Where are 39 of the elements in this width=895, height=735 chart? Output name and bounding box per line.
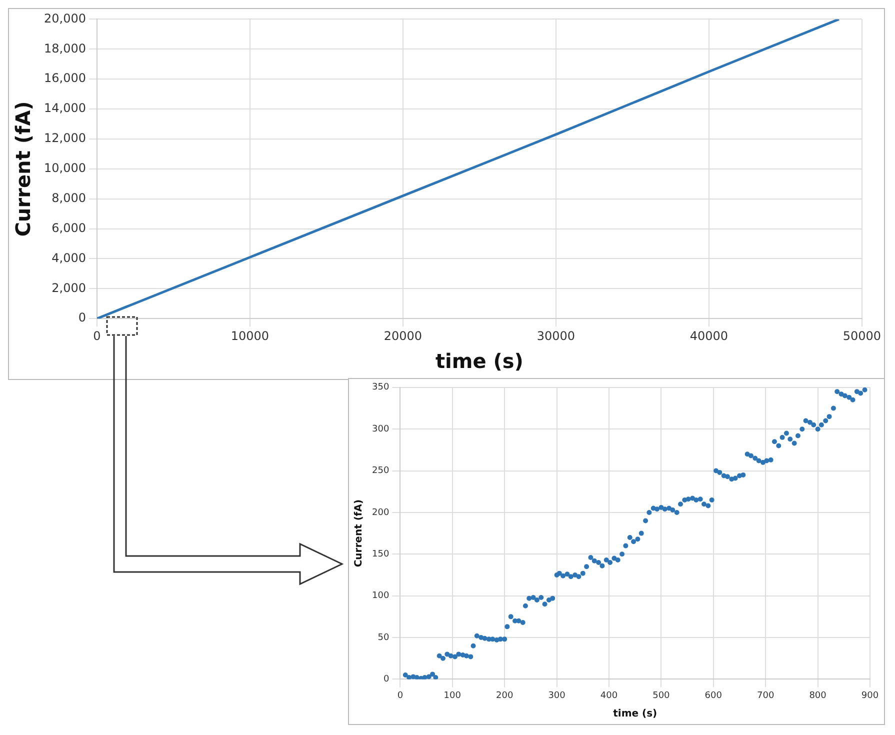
y-tick-label: 2,000 — [52, 280, 86, 295]
y-tick-label: 300 — [372, 424, 390, 434]
y-axis-title: Current (fA) — [11, 101, 36, 237]
x-tick-label: 20000 — [384, 328, 422, 343]
y-tick-label: 20,000 — [44, 11, 86, 26]
x-tick-label: 10000 — [230, 328, 270, 343]
y-axis-title: Current (fA) — [354, 499, 365, 568]
y-tick-label: 14,000 — [44, 101, 86, 116]
x-tick-label: 800 — [809, 690, 827, 701]
y-tick-label: 50 — [378, 632, 390, 643]
x-tick-label: 40000 — [690, 328, 728, 343]
x-tick-label: 0 — [397, 690, 404, 701]
y-tick-label: 10,000 — [44, 161, 86, 176]
y-tick-label: 100 — [372, 591, 390, 602]
x-tick-label: 400 — [600, 690, 618, 701]
y-tick-label: 350 — [372, 382, 390, 393]
x-tick-label: 900 — [861, 690, 879, 701]
y-tick-label: 0 — [383, 674, 390, 685]
x-tick-label: 30000 — [536, 328, 576, 343]
y-tick-label: 150 — [372, 549, 390, 560]
y-tick-label: 4,000 — [52, 250, 86, 265]
y-tick-label: 250 — [372, 466, 390, 476]
y-tick-label: 0 — [78, 310, 86, 325]
x-tick-label: 700 — [757, 690, 774, 701]
y-tick-label: 12,000 — [44, 131, 86, 146]
x-tick-label: 300 — [548, 690, 566, 701]
x-tick-label: 100 — [444, 690, 462, 701]
x-tick-label: 600 — [704, 690, 722, 701]
x-tick-label: 200 — [496, 690, 514, 701]
x-tick-label: 500 — [652, 690, 670, 701]
x-tick-label: 0 — [93, 328, 101, 343]
x-axis-title: time (s) — [613, 708, 658, 720]
y-tick-label: 8,000 — [52, 190, 86, 205]
x-axis-title: time (s) — [435, 349, 524, 374]
y-tick-label: 18,000 — [44, 41, 86, 56]
x-tick-label: 50000 — [842, 328, 882, 343]
y-tick-label: 6,000 — [52, 220, 86, 235]
y-tick-label: 16,000 — [44, 71, 86, 86]
y-tick-label: 200 — [372, 508, 390, 518]
